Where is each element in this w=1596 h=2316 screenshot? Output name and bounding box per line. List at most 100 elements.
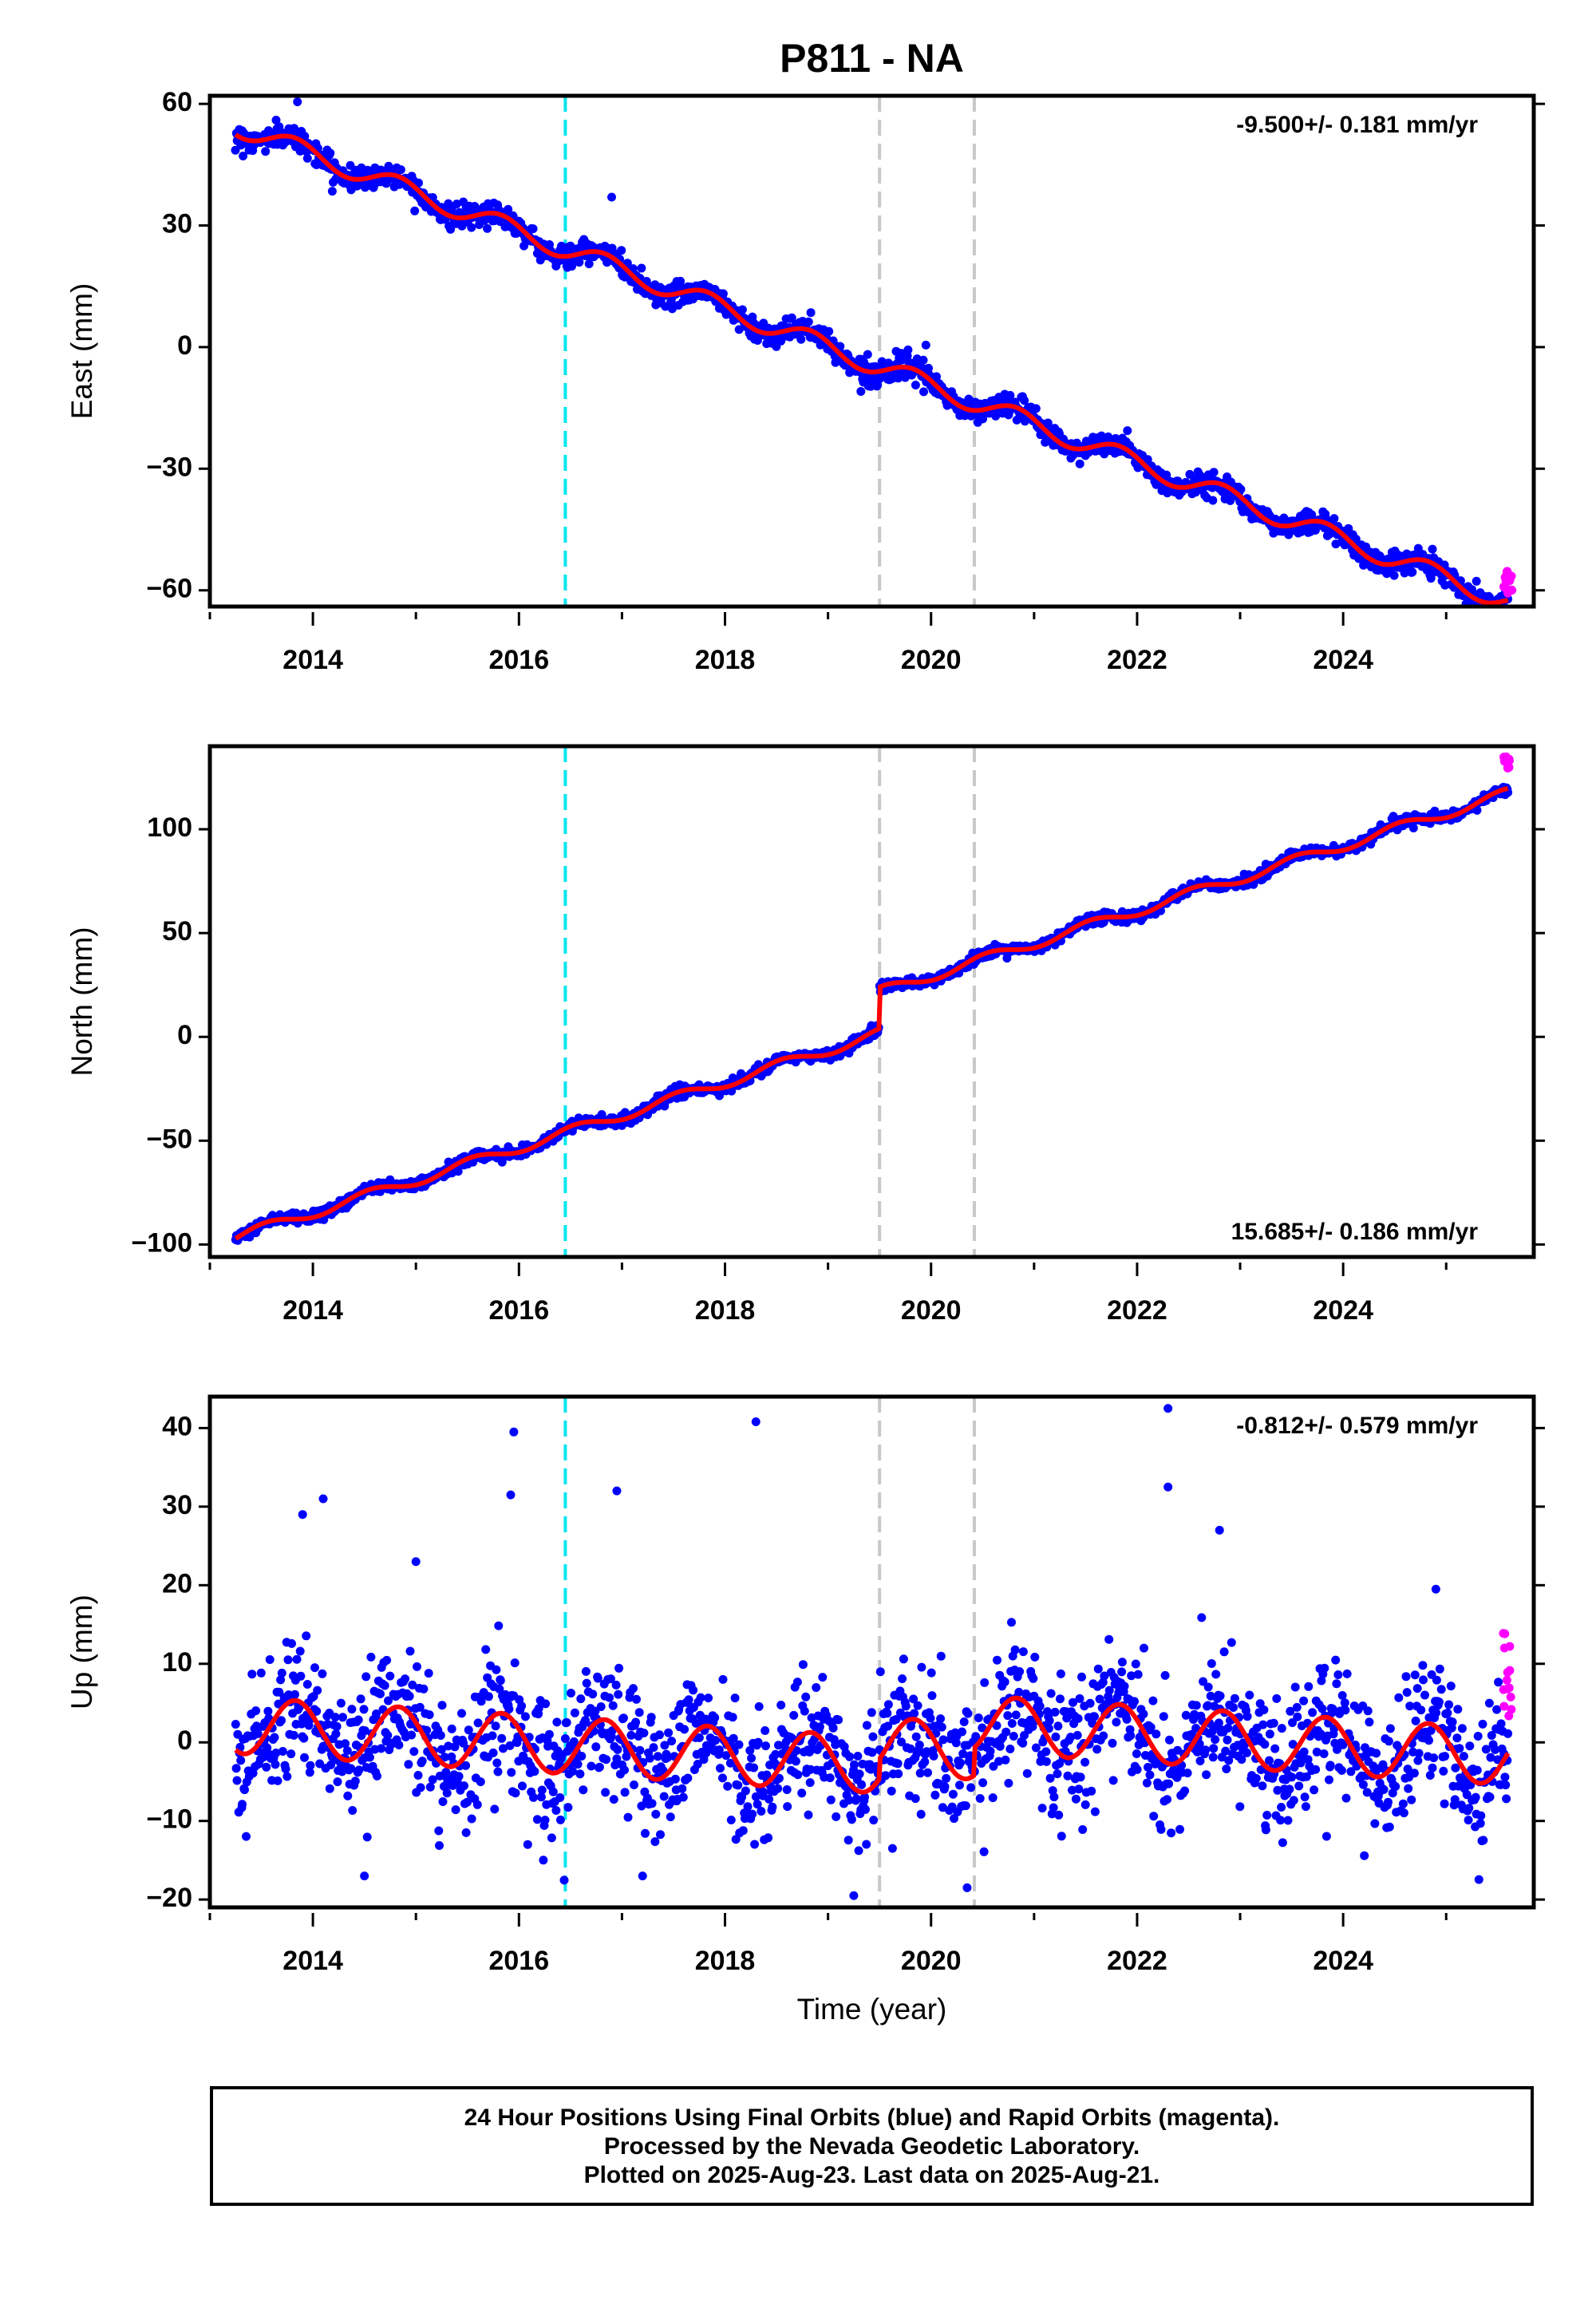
data-point — [461, 1761, 471, 1770]
data-point — [963, 1709, 973, 1718]
data-point — [773, 1784, 783, 1793]
data-point — [1001, 1727, 1011, 1737]
data-point — [1090, 1712, 1099, 1721]
data-point — [1302, 1772, 1311, 1781]
data-point — [978, 1778, 988, 1788]
data-point — [804, 1810, 813, 1820]
data-point — [1004, 1778, 1013, 1788]
data-point — [300, 132, 310, 141]
data-point — [588, 1690, 598, 1699]
data-point — [428, 1775, 437, 1784]
data-point — [1325, 1761, 1335, 1770]
data-point — [839, 1742, 849, 1752]
data-point — [857, 1780, 867, 1789]
data-point — [613, 1745, 622, 1754]
data-point — [1235, 1802, 1245, 1812]
data-point — [602, 1755, 611, 1765]
data-point — [1209, 1744, 1219, 1753]
data-point — [743, 1802, 753, 1812]
data-point — [725, 1758, 735, 1768]
data-point — [492, 1758, 502, 1768]
data-point — [281, 1765, 290, 1773]
data-point — [1077, 1672, 1086, 1682]
data-point — [1496, 616, 1505, 625]
data-point — [980, 1678, 990, 1687]
y-tick-label: 30 — [162, 209, 192, 239]
data-point — [1208, 1753, 1218, 1762]
data-point — [1022, 1769, 1032, 1778]
data-point — [1208, 496, 1218, 505]
data-point — [869, 1816, 879, 1825]
data-point — [467, 223, 476, 232]
y-axis-label: North (mm) — [65, 927, 98, 1076]
data-point — [1005, 1745, 1015, 1753]
data-point — [875, 1667, 885, 1677]
data-point — [1093, 1664, 1103, 1674]
data-point — [1211, 1670, 1221, 1679]
data-point — [575, 258, 584, 267]
data-point — [1069, 1697, 1077, 1707]
data-point — [1191, 1701, 1201, 1710]
data-point — [1000, 1678, 1009, 1686]
data-point — [1045, 1716, 1054, 1725]
data-point — [836, 342, 845, 351]
data-point — [1259, 1705, 1269, 1714]
data-point — [845, 1752, 855, 1761]
data-point — [548, 1787, 558, 1796]
data-point — [1223, 1723, 1233, 1733]
data-point — [1057, 1832, 1066, 1841]
data-point — [660, 1741, 670, 1750]
data-point — [680, 1725, 689, 1734]
data-point — [1288, 1740, 1298, 1749]
data-point — [1181, 1710, 1191, 1720]
data-point — [818, 1673, 828, 1682]
data-point — [282, 1772, 292, 1781]
data-point — [354, 1715, 363, 1725]
data-point — [1242, 1712, 1252, 1721]
data-point — [376, 1690, 385, 1698]
data-point — [1080, 1757, 1090, 1767]
data-point — [734, 1740, 744, 1749]
data-point — [851, 1794, 861, 1804]
data-point — [1049, 1803, 1058, 1812]
data-point — [1230, 1694, 1239, 1703]
data-point — [1203, 1682, 1213, 1692]
data-point — [801, 1692, 811, 1701]
data-point — [1031, 1743, 1041, 1753]
data-point — [1328, 1704, 1337, 1713]
data-point — [544, 1729, 554, 1739]
data-point — [1144, 1762, 1152, 1772]
data-point — [413, 1771, 423, 1780]
data-point — [1035, 1701, 1045, 1711]
data-point — [620, 1788, 630, 1797]
data-point — [1108, 1738, 1117, 1748]
data-point — [751, 1792, 760, 1801]
data-point — [761, 1741, 770, 1751]
data-point — [1075, 1694, 1084, 1703]
data-point — [834, 1715, 843, 1725]
data-point — [678, 1784, 687, 1793]
data-point — [1472, 576, 1481, 586]
x-tick-label: 2016 — [488, 645, 549, 675]
data-point — [883, 1700, 893, 1709]
data-point — [1145, 1770, 1155, 1780]
data-point — [452, 200, 461, 209]
data-point — [1203, 1701, 1213, 1710]
data-point — [359, 1705, 369, 1714]
data-point — [504, 1705, 514, 1713]
data-point — [1132, 1765, 1142, 1774]
data-point — [302, 1680, 312, 1689]
data-point — [1344, 524, 1353, 533]
data-point — [1299, 1747, 1309, 1757]
data-point — [434, 1826, 444, 1836]
data-point — [900, 373, 910, 382]
data-point — [1319, 1749, 1329, 1758]
data-point — [938, 1735, 948, 1745]
rapid-point — [1507, 585, 1516, 595]
data-point — [793, 1770, 803, 1780]
data-point — [1293, 1712, 1302, 1721]
data-point — [581, 1716, 590, 1725]
data-point — [815, 1722, 824, 1732]
data-point — [913, 1701, 922, 1710]
x-tick-label: 2022 — [1107, 1295, 1167, 1326]
